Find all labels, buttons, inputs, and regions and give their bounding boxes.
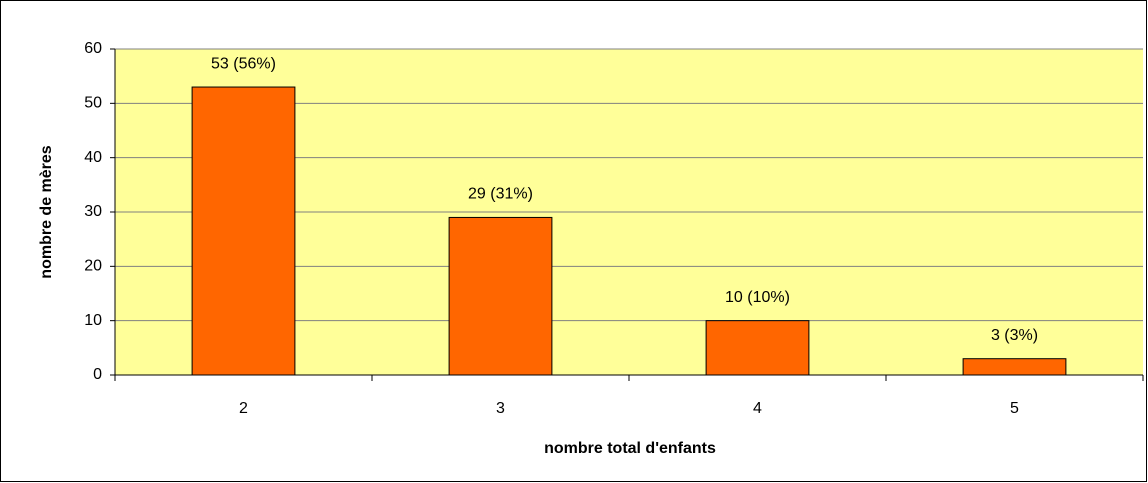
x-tick-label: 4 [753,400,762,417]
y-tick-label: 40 [84,149,102,166]
bar [705,320,810,376]
bar [962,358,1067,376]
y-tick-label: 20 [84,258,102,275]
x-tick-label: 2 [239,400,248,417]
bar [191,86,296,376]
y-tick-label: 0 [93,366,102,383]
data-label: 3 (3%) [991,327,1038,344]
data-label: 29 (31%) [468,186,533,203]
y-tick-label: 10 [84,312,102,329]
y-tick-label: 30 [84,203,102,220]
y-axis-title: nombre de mères [38,145,55,278]
y-tick-label: 50 [84,95,102,112]
x-tick-label: 3 [496,400,505,417]
y-tick-label: 60 [84,40,102,57]
bar [448,216,553,376]
x-axis-title: nombre total d'enfants [544,440,716,457]
x-tick-label: 5 [1010,400,1019,417]
data-label: 10 (10%) [725,289,790,306]
data-label: 53 (56%) [211,55,276,72]
